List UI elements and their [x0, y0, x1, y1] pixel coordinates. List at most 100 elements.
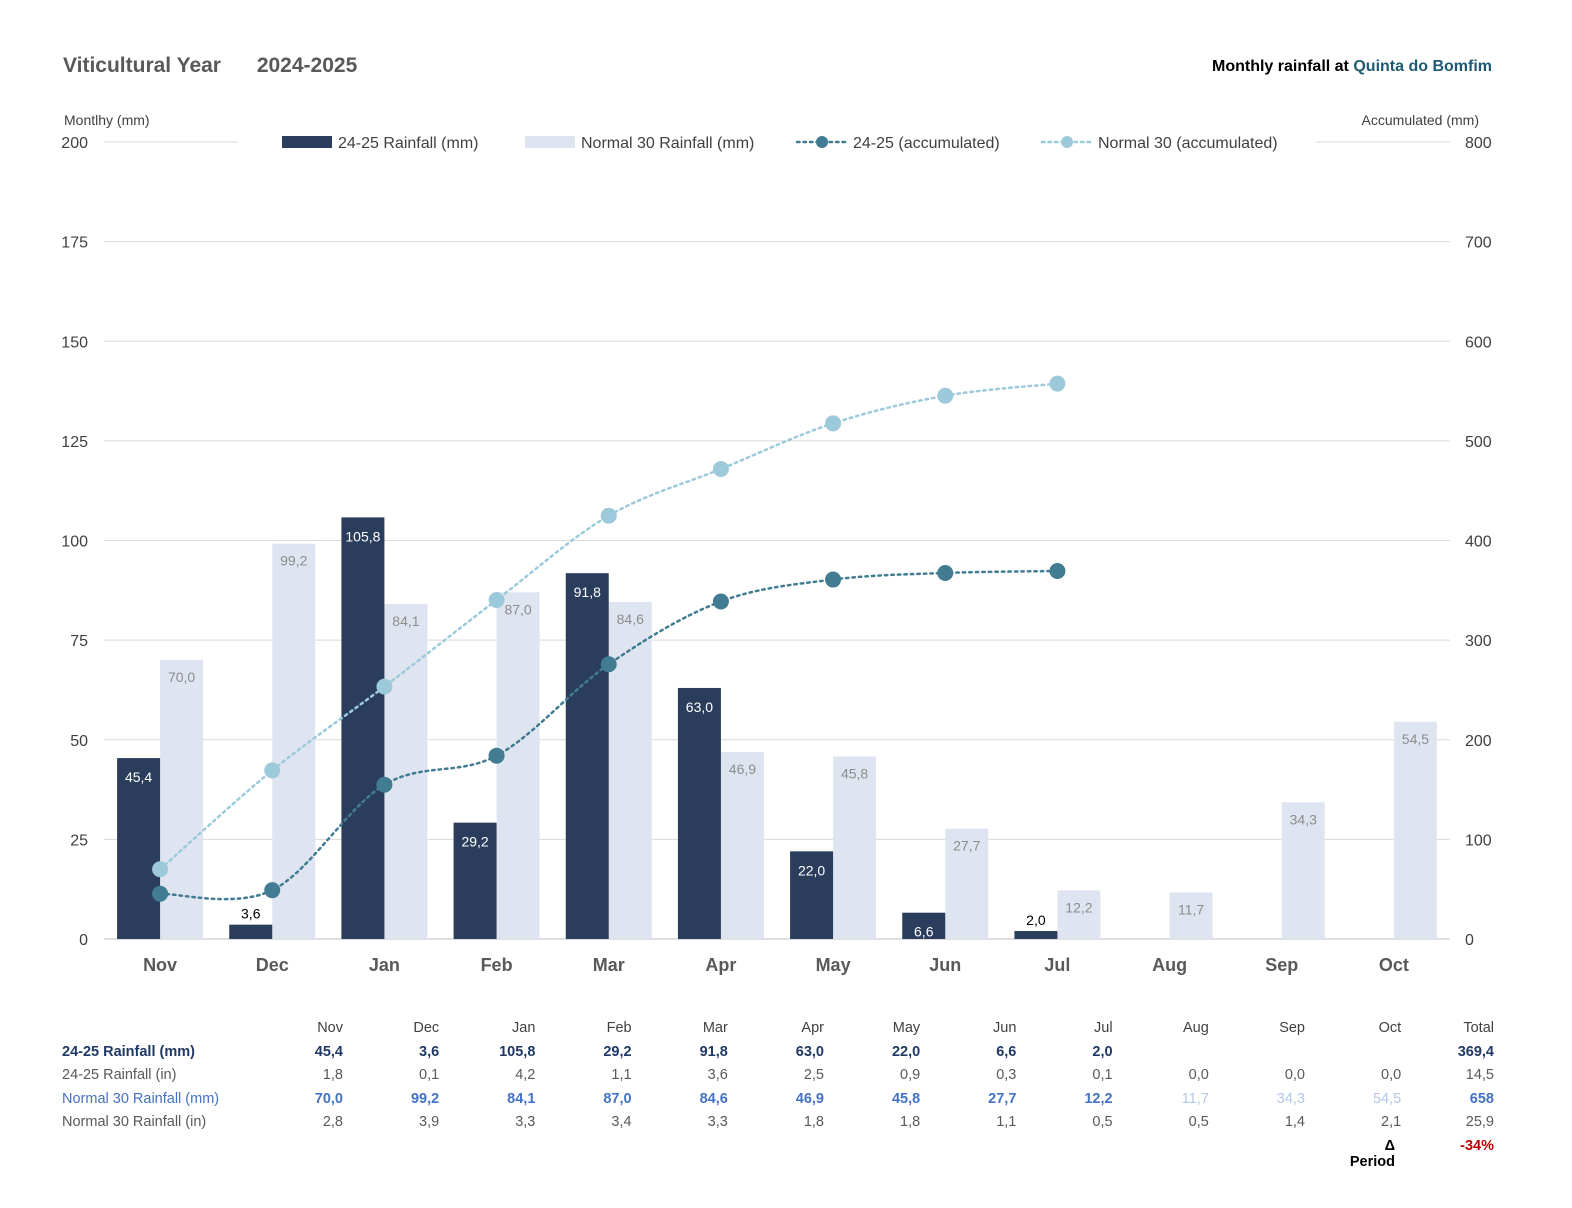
- table-cell: 99,2: [410, 1090, 440, 1107]
- delta-value: -34%: [1460, 1137, 1494, 1154]
- normal-30-accumulated-point: [264, 762, 281, 779]
- normal-30-accumulated-point: [937, 387, 954, 404]
- table-cell-total: 369,4: [1457, 1043, 1494, 1060]
- table-cell: 2,1: [1381, 1114, 1402, 1130]
- bar-normal-30: [608, 601, 652, 939]
- table-cell: 3,6: [419, 1043, 440, 1060]
- data-label: 45,8: [841, 765, 868, 781]
- data-label: 34,3: [1290, 811, 1317, 827]
- table-cell: 3,4: [611, 1114, 632, 1130]
- data-label: 29,2: [461, 834, 488, 850]
- x-tick-label: Aug: [1152, 955, 1187, 975]
- accumulated-24-25-point: [1049, 562, 1066, 579]
- data-label: 70,0: [168, 669, 195, 685]
- data-label: 105,8: [345, 528, 380, 544]
- data-label: 91,8: [574, 584, 601, 600]
- table-column-header: Aug: [1182, 1020, 1209, 1036]
- table-cell: 27,7: [988, 1090, 1017, 1107]
- table-cell: 12,2: [1084, 1090, 1113, 1107]
- table-cell: 0,9: [900, 1067, 921, 1083]
- table-cell: 1,8: [900, 1114, 921, 1130]
- y2-tick-label: 800: [1465, 135, 1492, 152]
- y2-tick-label: 400: [1465, 534, 1492, 551]
- period-text: 2024-2025: [256, 54, 358, 77]
- table-cell: 2,8: [322, 1114, 343, 1130]
- table-cell: 63,0: [795, 1043, 824, 1060]
- left-axis-title: Montlhy (mm): [64, 112, 150, 128]
- y-tick-label: 25: [70, 832, 88, 849]
- bar-normal-30: [1281, 802, 1325, 939]
- bar-normal-30: [496, 592, 540, 939]
- table-cell: 29,2: [603, 1043, 632, 1060]
- normal-30-accumulated-point: [600, 507, 617, 524]
- table-cell: 0,5: [1092, 1114, 1113, 1130]
- table-column-header: Total: [1463, 1020, 1494, 1036]
- x-tick-label: Nov: [143, 955, 177, 975]
- table-cell: 46,9: [795, 1090, 824, 1107]
- accumulated-24-25-point: [376, 776, 393, 793]
- legend-marker-normal-30-accumulated: [1061, 136, 1073, 148]
- x-tick-label: Feb: [481, 955, 513, 975]
- rainfall-table: Nov Dec Jan Feb Mar Apr May Jun Jul Aug Sep Oct Tota…: [62, 1020, 1494, 1170]
- bar-24-25: [453, 822, 497, 939]
- table-column-header: Apr: [801, 1020, 824, 1036]
- table-cell: 54,5: [1372, 1090, 1402, 1107]
- data-label: 27,7: [953, 838, 980, 854]
- table-column-header: Mar: [702, 1020, 728, 1036]
- legend-swatch-24-25-rainfall: [282, 136, 332, 148]
- data-label: 12,2: [1065, 899, 1092, 915]
- normal-30-accumulated-point: [712, 460, 729, 477]
- table-cell: 2,5: [803, 1067, 824, 1083]
- table-row-label: Normal 30 Rainfall (mm): [62, 1090, 220, 1107]
- bar-normal-30: [1057, 890, 1101, 939]
- chart-subtitle: Monthly rainfall at Quinta do Bomfim: [1212, 58, 1492, 76]
- table-cell: 3,6: [707, 1067, 728, 1083]
- data-label: 11,7: [1178, 901, 1204, 917]
- accumulated-24-25-point: [937, 564, 954, 581]
- bar-24-25: [790, 851, 834, 939]
- normal-30-accumulated-point: [825, 415, 842, 432]
- location-name: Quinta do Bomfim: [1353, 58, 1492, 75]
- table-cell: 3,9: [419, 1114, 440, 1130]
- bar-24-25: [565, 573, 609, 939]
- x-tick-label: Jun: [929, 955, 961, 975]
- y-tick-label: 100: [61, 534, 88, 551]
- accumulated-24-25-line: [158, 569, 1059, 901]
- legend-label: Normal 30 (accumulated): [1098, 135, 1278, 152]
- table-cell: 1,8: [322, 1067, 343, 1083]
- table-row: Normal 30 Rainfall (mm) 70,0 99,2 84,1 87,0 8…: [62, 1091, 1494, 1115]
- table-column-header: Oct: [1378, 1020, 1402, 1036]
- accumulated-24-25-point: [264, 882, 281, 899]
- data-label: 54,5: [1402, 731, 1429, 747]
- accumulated-24-25-point: [600, 656, 617, 673]
- table-column-header: Jun: [993, 1020, 1017, 1036]
- data-label: 2,0: [1026, 912, 1046, 928]
- bar-24-25: [117, 758, 161, 939]
- x-tick-label: Jul: [1044, 955, 1070, 975]
- y-tick-label: 200: [61, 135, 88, 152]
- y2-tick-label: 0: [1465, 932, 1474, 949]
- legend-label: 24-25 Rainfall (mm): [338, 135, 478, 152]
- y2-tick-label: 600: [1465, 334, 1492, 351]
- x-tick-label: Mar: [593, 955, 625, 975]
- bar-normal-30: [945, 828, 989, 939]
- data-label: 45,4: [125, 769, 152, 785]
- table-cell: 4,2: [515, 1067, 536, 1083]
- data-label: 63,0: [686, 699, 713, 715]
- delta-label: Δ Period: [1349, 1137, 1395, 1170]
- data-label: 6,6: [914, 924, 934, 940]
- data-label: 84,6: [617, 611, 644, 627]
- legend-marker-24-25-accumulated: [816, 136, 828, 148]
- table-cell: 45,8: [891, 1090, 921, 1107]
- x-tick-label: Jan: [369, 955, 400, 975]
- x-tick-label: May: [816, 955, 851, 975]
- y2-tick-label: 100: [1465, 832, 1492, 849]
- table-cell: 1,1: [996, 1114, 1017, 1130]
- subtitle-prefix: Monthly rainfall at: [1211, 58, 1349, 75]
- table-column-header: Jul: [1094, 1020, 1113, 1036]
- table-cell: 22,0: [891, 1043, 921, 1060]
- data-label: 22,0: [798, 862, 825, 878]
- title-text: Viticultural Year: [63, 54, 221, 77]
- table-row: 24-25 Rainfall (in) 1,8 0,1 4,2 1,1 3,6 2,5 0,9…: [62, 1067, 1494, 1091]
- right-axis-title: Accumulated (mm): [1361, 112, 1479, 128]
